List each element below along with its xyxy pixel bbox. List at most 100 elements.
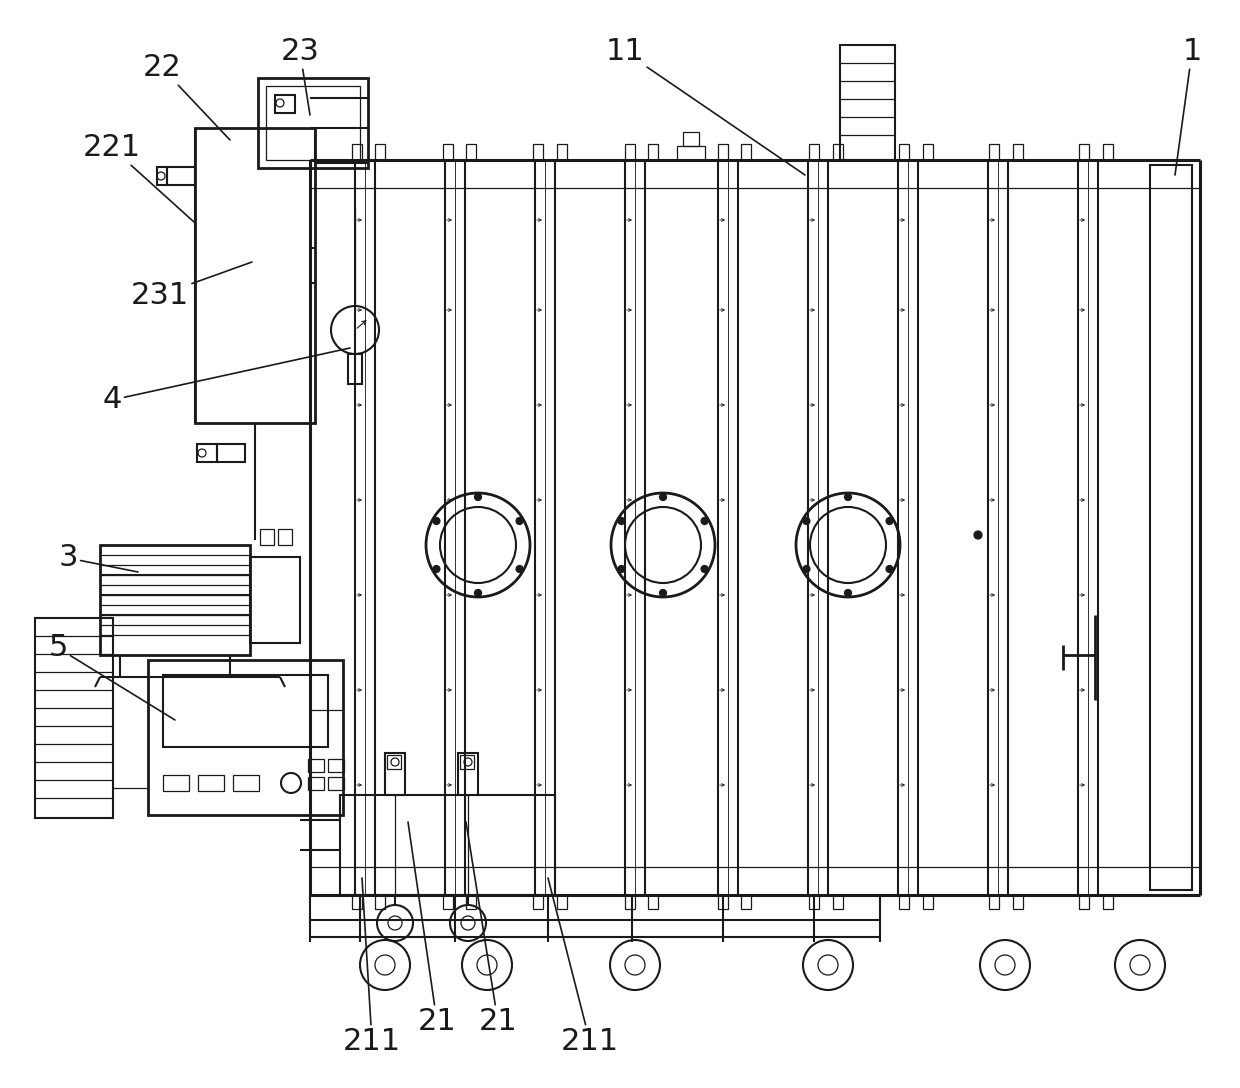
Circle shape: [887, 566, 893, 572]
Text: 4: 4: [103, 348, 350, 415]
Bar: [649, 895, 658, 908]
Bar: [329, 759, 343, 772]
Bar: [197, 444, 217, 462]
Bar: [148, 660, 343, 815]
Circle shape: [618, 566, 625, 572]
Text: 21: 21: [408, 823, 456, 1037]
Bar: [990, 144, 999, 160]
Bar: [374, 895, 384, 908]
Bar: [1079, 895, 1089, 908]
Bar: [625, 895, 635, 908]
Circle shape: [475, 590, 481, 596]
Bar: [677, 146, 706, 160]
Bar: [384, 753, 405, 795]
Bar: [278, 529, 291, 545]
Bar: [808, 895, 818, 908]
Text: 23: 23: [280, 37, 320, 115]
Text: 1: 1: [1176, 37, 1202, 175]
Circle shape: [887, 518, 893, 524]
Bar: [260, 529, 274, 545]
Bar: [374, 144, 384, 160]
Bar: [352, 144, 362, 160]
Bar: [443, 895, 453, 908]
Circle shape: [475, 494, 481, 500]
Circle shape: [433, 566, 440, 572]
Bar: [162, 675, 329, 747]
Bar: [100, 545, 250, 655]
Text: 231: 231: [131, 262, 252, 309]
Bar: [217, 444, 246, 462]
Bar: [162, 775, 188, 791]
Text: 11: 11: [605, 37, 805, 175]
Bar: [308, 759, 324, 772]
Bar: [649, 144, 658, 160]
Circle shape: [433, 518, 440, 524]
Bar: [275, 95, 295, 113]
Bar: [923, 895, 932, 908]
Bar: [557, 895, 567, 908]
Bar: [267, 86, 360, 160]
Bar: [1013, 144, 1023, 160]
Bar: [833, 895, 843, 908]
Bar: [1013, 895, 1023, 908]
Circle shape: [516, 566, 523, 572]
Bar: [195, 128, 315, 423]
Bar: [466, 144, 476, 160]
Bar: [1104, 144, 1114, 160]
Bar: [443, 144, 453, 160]
Circle shape: [516, 518, 523, 524]
Text: 211: 211: [548, 878, 619, 1056]
Bar: [808, 144, 818, 160]
Bar: [340, 795, 556, 895]
Bar: [167, 166, 195, 185]
Circle shape: [804, 566, 810, 572]
Bar: [458, 753, 477, 795]
Bar: [329, 777, 343, 790]
Bar: [352, 895, 362, 908]
Circle shape: [660, 494, 667, 500]
Text: 211: 211: [343, 878, 401, 1056]
Bar: [348, 354, 362, 384]
Circle shape: [973, 531, 982, 539]
Bar: [742, 895, 751, 908]
Bar: [533, 895, 543, 908]
Bar: [157, 166, 167, 185]
Bar: [718, 144, 728, 160]
Circle shape: [804, 518, 810, 524]
Bar: [625, 144, 635, 160]
Bar: [198, 775, 224, 791]
Bar: [833, 144, 843, 160]
Bar: [899, 895, 909, 908]
Text: 21: 21: [466, 823, 517, 1037]
Bar: [258, 78, 368, 168]
Bar: [1079, 144, 1089, 160]
Circle shape: [844, 494, 852, 500]
Circle shape: [701, 518, 708, 524]
Bar: [718, 895, 728, 908]
Bar: [308, 777, 324, 790]
Bar: [387, 755, 401, 769]
Text: 3: 3: [58, 544, 138, 572]
Bar: [990, 895, 999, 908]
Bar: [1104, 895, 1114, 908]
Bar: [35, 618, 113, 818]
Bar: [233, 775, 259, 791]
Bar: [899, 144, 909, 160]
Circle shape: [844, 590, 852, 596]
Circle shape: [701, 566, 708, 572]
Bar: [742, 144, 751, 160]
Text: 221: 221: [83, 134, 193, 222]
Text: 22: 22: [143, 53, 229, 140]
Bar: [460, 755, 474, 769]
Bar: [1149, 165, 1192, 890]
Bar: [557, 144, 567, 160]
Text: 5: 5: [48, 633, 175, 720]
Circle shape: [660, 590, 667, 596]
Circle shape: [618, 518, 625, 524]
Bar: [250, 557, 300, 643]
Bar: [839, 45, 895, 160]
Bar: [466, 895, 476, 908]
Bar: [923, 144, 932, 160]
Bar: [533, 144, 543, 160]
Bar: [683, 132, 699, 146]
